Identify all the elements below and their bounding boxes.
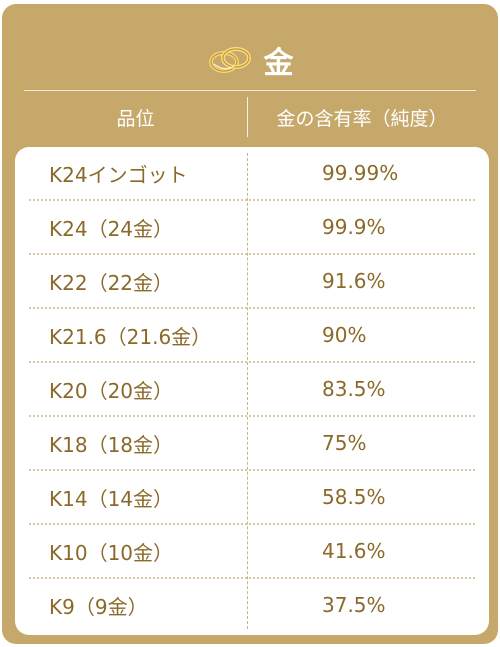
table-row: K9（9金） 37.5% (15, 579, 489, 633)
row-separator (29, 199, 475, 201)
title-text: 金 (263, 46, 295, 81)
table-row: K20（20金） 83.5% (15, 363, 489, 417)
grade-cell: K10（10金） (49, 540, 174, 565)
table-header: 品位 金の含有率（純度） (2, 91, 498, 143)
table-row: K18（18金） 75% (15, 417, 489, 471)
row-separator (29, 253, 475, 255)
table-row: K14（14金） 58.5% (15, 471, 489, 525)
purity-cell: 75% (322, 431, 367, 455)
purity-cell: 99.99% (322, 161, 399, 185)
table-body: K24インゴット 99.99% K24（24金） 99.9% K22（22金） … (15, 147, 489, 635)
table-row: K24（24金） 99.9% (15, 201, 489, 255)
column-divider (247, 153, 248, 629)
card-title: 金 (2, 38, 498, 82)
grade-cell: K18（18金） (49, 432, 174, 457)
gold-purity-card: 金 品位 金の含有率（純度） K24インゴット 99.99% K24（24金） … (2, 4, 498, 644)
row-separator (29, 361, 475, 363)
table-row: K10（10金） 41.6% (15, 525, 489, 579)
grade-cell: K21.6（21.6金） (49, 324, 212, 349)
purity-cell: 91.6% (322, 269, 386, 293)
row-separator (29, 523, 475, 525)
row-separator (29, 415, 475, 417)
purity-cell: 83.5% (322, 377, 386, 401)
row-separator (29, 307, 475, 309)
purity-cell: 99.9% (322, 215, 386, 239)
gold-rings-icon (208, 47, 251, 73)
row-separator (29, 577, 475, 579)
table-row: K22（22金） 91.6% (15, 255, 489, 309)
header-divider (247, 97, 248, 137)
table-row: K24インゴット 99.99% (15, 147, 489, 201)
grade-cell: K9（9金） (49, 594, 148, 619)
row-separator (29, 469, 475, 471)
header-grade: 品位 (116, 107, 155, 130)
grade-cell: K20（20金） (49, 378, 174, 403)
title-divider (24, 90, 476, 91)
purity-cell: 37.5% (322, 593, 386, 617)
grade-cell: K24インゴット (49, 162, 188, 187)
purity-cell: 90% (322, 323, 367, 347)
grade-cell: K14（14金） (49, 486, 174, 511)
purity-cell: 58.5% (322, 485, 386, 509)
grade-cell: K24（24金） (49, 216, 174, 241)
header-purity: 金の含有率（純度） (276, 107, 448, 130)
table-row: K21.6（21.6金） 90% (15, 309, 489, 363)
purity-cell: 41.6% (322, 539, 386, 563)
grade-cell: K22（22金） (49, 270, 174, 295)
